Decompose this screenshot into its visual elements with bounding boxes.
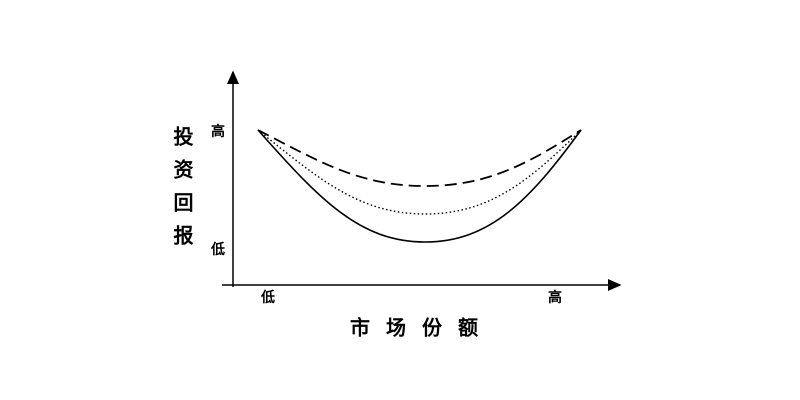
solid-curve	[257, 129, 582, 243]
y-axis-label: 投资回报	[170, 126, 194, 258]
y-high-label: 高	[211, 123, 225, 140]
dashed-curve	[257, 129, 582, 187]
dotted-curve	[257, 129, 582, 215]
x-low-label: 低	[260, 289, 275, 306]
x-high-label: 高	[548, 289, 562, 306]
y-low-label: 低	[210, 241, 225, 258]
x-axis-label: 市场份额	[350, 316, 494, 340]
